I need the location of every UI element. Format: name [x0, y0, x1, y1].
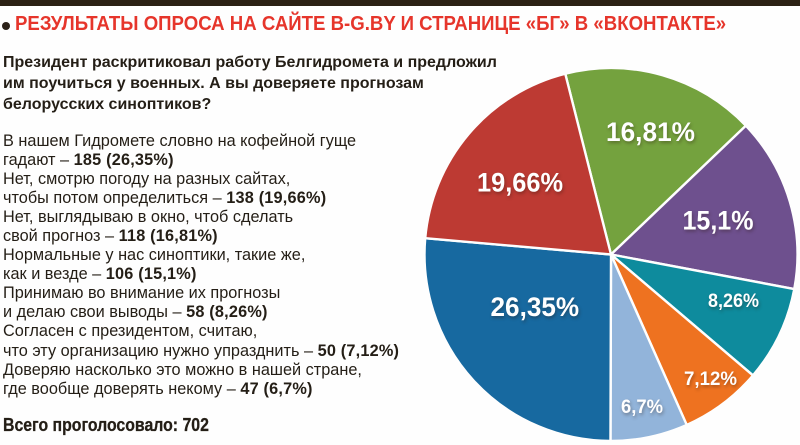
svg-text:26,35%: 26,35%: [491, 292, 580, 322]
svg-text:6,7%: 6,7%: [621, 396, 663, 418]
svg-text:15,1%: 15,1%: [683, 206, 754, 236]
svg-text:16,81%: 16,81%: [606, 117, 695, 147]
svg-text:19,66%: 19,66%: [477, 168, 563, 198]
svg-text:8,26%: 8,26%: [708, 290, 759, 312]
svg-text:7,12%: 7,12%: [684, 368, 737, 390]
